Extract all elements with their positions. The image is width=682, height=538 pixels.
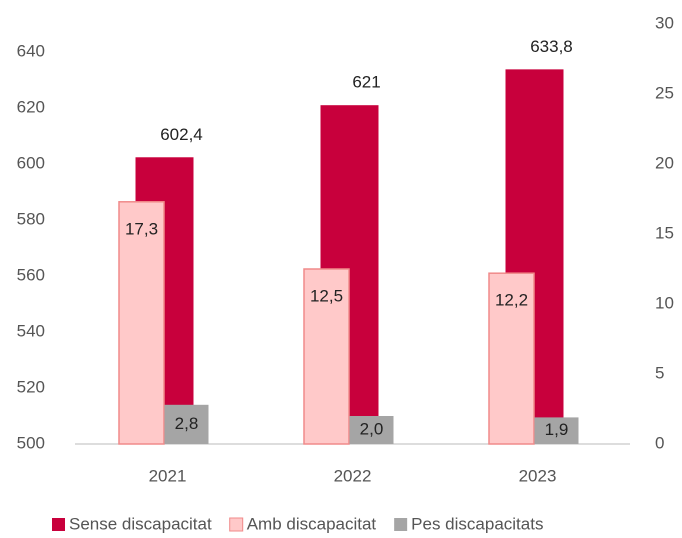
- bar: [488, 272, 535, 445]
- bar: [534, 417, 579, 444]
- y-tick-label: 640: [17, 41, 45, 60]
- data-label: 621: [352, 73, 380, 92]
- y-tick-label: 600: [17, 153, 45, 172]
- y2-tick-label: 0: [655, 433, 664, 452]
- y2-tick-label: 15: [655, 223, 674, 242]
- data-label: 1,9: [545, 420, 569, 439]
- bar: [303, 268, 350, 445]
- y-tick-label: 540: [17, 321, 45, 340]
- x-tick-label: 2021: [149, 466, 187, 485]
- bar: [118, 201, 165, 445]
- data-label: 2,0: [360, 419, 384, 438]
- legend-swatch: [229, 517, 244, 532]
- legend-label: Pes discapacitats: [411, 514, 543, 533]
- data-label: 602,4: [160, 125, 203, 144]
- bar: [349, 416, 394, 444]
- y-tick-label: 560: [17, 265, 45, 284]
- y2-tick-label: 5: [655, 363, 664, 382]
- data-label: 12,2: [495, 291, 528, 310]
- y2-tick-label: 30: [655, 13, 674, 32]
- data-label: 17,3: [125, 219, 158, 238]
- legend-label: Amb discapacitat: [247, 514, 377, 533]
- y-tick-label: 500: [17, 433, 45, 452]
- y2-tick-label: 10: [655, 293, 674, 312]
- y2-tick-label: 25: [655, 83, 674, 102]
- x-tick-label: 2022: [334, 466, 372, 485]
- legend-label: Sense discapacitat: [69, 514, 212, 533]
- y2-tick-label: 20: [655, 153, 674, 172]
- bar: [164, 404, 209, 444]
- x-tick-label: 2023: [519, 466, 557, 485]
- y-tick-label: 520: [17, 377, 45, 396]
- legend-swatch: [52, 518, 65, 531]
- data-label: 2,8: [175, 414, 199, 433]
- y-tick-label: 620: [17, 97, 45, 116]
- data-label: 12,5: [310, 286, 343, 305]
- y-tick-label: 580: [17, 209, 45, 228]
- legend-swatch: [394, 518, 408, 531]
- data-label: 633,8: [530, 37, 573, 56]
